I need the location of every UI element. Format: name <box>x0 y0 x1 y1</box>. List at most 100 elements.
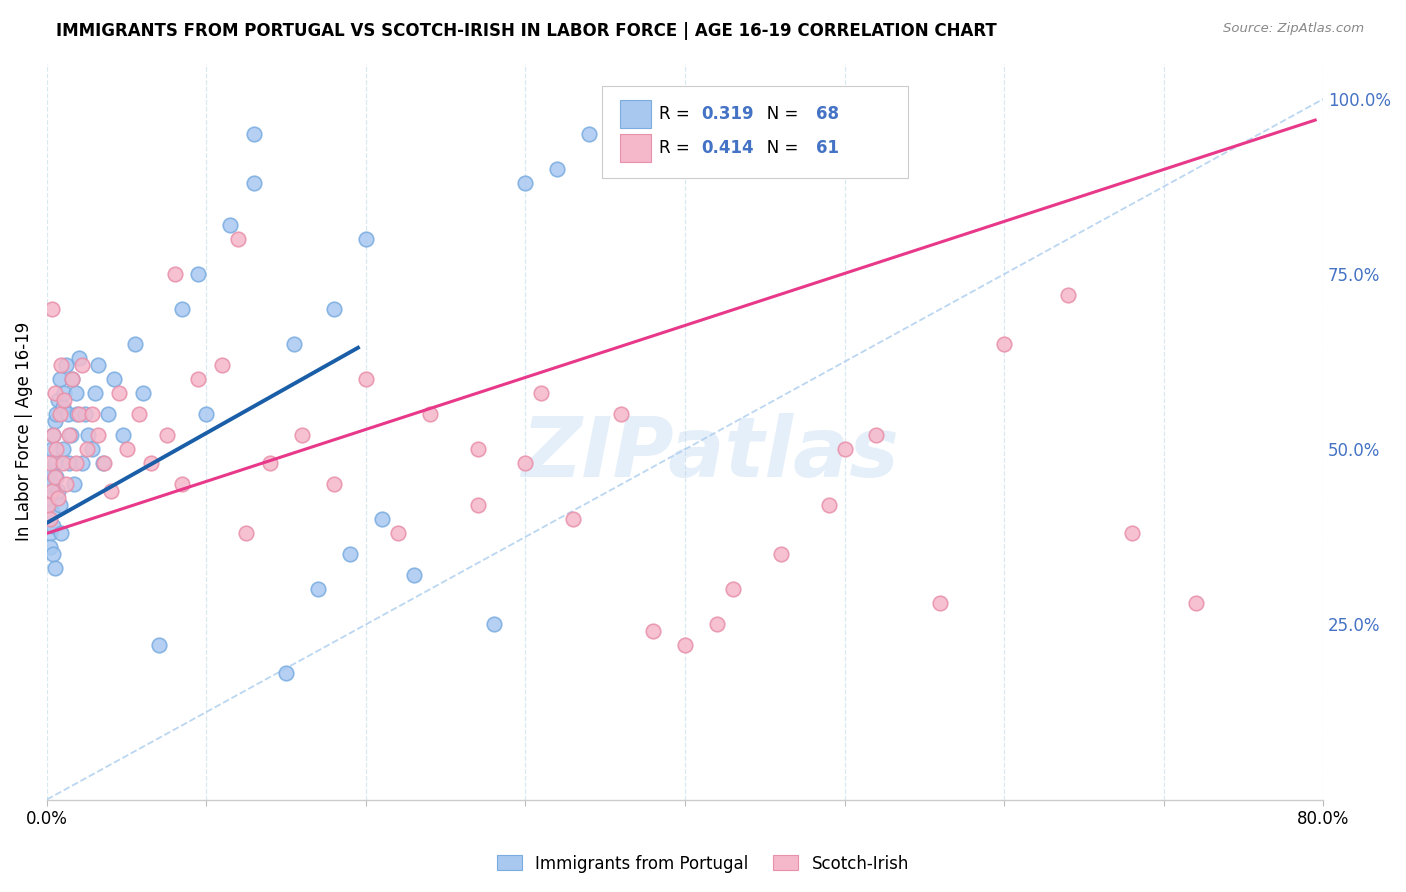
Point <box>93 456 115 470</box>
Point <box>112 428 135 442</box>
Point <box>103 372 125 386</box>
Point <box>467 499 489 513</box>
Point <box>87 358 110 372</box>
Point <box>42 428 65 442</box>
Point <box>128 407 150 421</box>
Point <box>44 456 66 470</box>
Point <box>769 547 792 561</box>
Point <box>76 442 98 457</box>
Point <box>578 127 600 141</box>
Point <box>402 568 425 582</box>
Text: IMMIGRANTS FROM PORTUGAL VS SCOTCH-IRISH IN LABOR FORCE | AGE 16-19 CORRELATION : IMMIGRANTS FROM PORTUGAL VS SCOTCH-IRISH… <box>56 22 997 40</box>
Point <box>70 456 93 470</box>
Point <box>115 442 138 457</box>
Point <box>37 499 59 513</box>
FancyBboxPatch shape <box>620 134 651 161</box>
Point <box>45 442 67 457</box>
Point <box>55 358 77 372</box>
Point <box>58 428 80 442</box>
Point <box>323 302 346 317</box>
Point <box>63 477 86 491</box>
Point <box>44 386 66 401</box>
Point <box>187 267 209 281</box>
Point <box>1184 596 1206 610</box>
Point <box>37 484 59 499</box>
Text: R =: R = <box>659 105 696 123</box>
Point <box>42 547 65 561</box>
Point <box>515 456 537 470</box>
Point <box>419 407 441 421</box>
Text: R =: R = <box>659 139 696 157</box>
Point <box>80 442 103 457</box>
Point <box>37 499 59 513</box>
Point <box>44 561 66 575</box>
Point <box>37 512 59 526</box>
Point <box>59 428 82 442</box>
Point <box>52 442 75 457</box>
Point <box>46 491 69 506</box>
Point <box>530 386 553 401</box>
Point <box>58 456 80 470</box>
Point <box>48 372 70 386</box>
Point <box>131 386 153 401</box>
Point <box>107 386 129 401</box>
Point <box>44 470 66 484</box>
Point <box>228 232 250 246</box>
Point <box>67 407 90 421</box>
Point <box>45 407 67 421</box>
Point <box>41 302 63 317</box>
Point <box>66 407 89 421</box>
Point <box>39 463 62 477</box>
Point <box>243 176 266 190</box>
Point <box>65 456 87 470</box>
Text: 0.414: 0.414 <box>702 139 754 157</box>
FancyBboxPatch shape <box>620 100 651 128</box>
Point <box>62 372 84 386</box>
FancyBboxPatch shape <box>602 87 908 178</box>
Point <box>323 477 346 491</box>
Point <box>52 401 75 415</box>
Point <box>53 386 76 401</box>
Point <box>65 386 87 401</box>
Point <box>51 358 73 372</box>
Point <box>307 582 329 597</box>
Point <box>387 526 409 541</box>
Point <box>276 666 298 681</box>
Point <box>235 526 257 541</box>
Point <box>211 358 233 372</box>
Legend: Immigrants from Portugal, Scotch-Irish: Immigrants from Portugal, Scotch-Irish <box>491 848 915 880</box>
Point <box>48 499 70 513</box>
Point <box>91 456 114 470</box>
Text: 61: 61 <box>817 139 839 157</box>
Point <box>139 456 162 470</box>
Point <box>46 393 69 408</box>
Point <box>339 547 361 561</box>
Text: N =: N = <box>751 105 804 123</box>
Point <box>562 512 585 526</box>
Point <box>51 526 73 541</box>
Point <box>515 176 537 190</box>
Point <box>53 393 76 408</box>
Point <box>39 491 62 506</box>
Point <box>195 407 218 421</box>
Point <box>96 407 118 421</box>
Point <box>41 477 63 491</box>
Point <box>45 470 67 484</box>
Point <box>39 526 62 541</box>
Point <box>41 442 63 457</box>
Point <box>467 442 489 457</box>
Point <box>172 302 194 317</box>
Point <box>42 428 65 442</box>
Point <box>155 428 177 442</box>
Point <box>41 484 63 499</box>
Point <box>62 372 84 386</box>
Point <box>865 428 887 442</box>
Point <box>610 407 633 421</box>
Point <box>80 407 103 421</box>
Point <box>37 470 59 484</box>
Point <box>1121 526 1143 541</box>
Point <box>77 428 100 442</box>
Point <box>354 372 377 386</box>
Point <box>1057 288 1080 302</box>
Point <box>48 407 70 421</box>
